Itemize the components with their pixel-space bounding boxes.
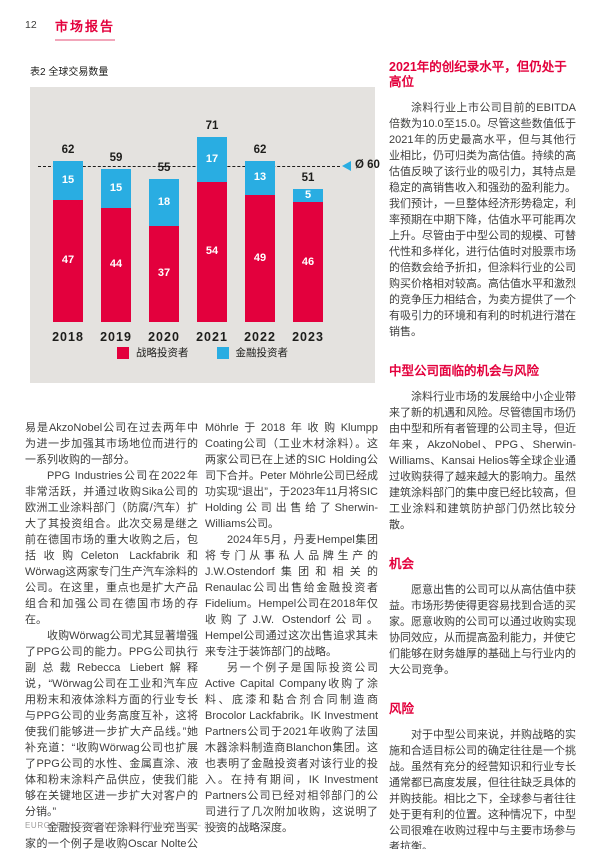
reference-line <box>38 166 340 167</box>
bar-total-label: 51 <box>301 172 315 185</box>
strategic-segment: 44 <box>101 207 131 322</box>
body-paragraph: 对于中型公司来说，并购战略的实施和合适目标公司的确定往往是一个挑战。虽然有充分的… <box>389 729 576 849</box>
year-label: 2021 <box>196 330 228 344</box>
legend-item: 战略投资者 <box>117 345 189 360</box>
year-label: 2018 <box>52 330 84 344</box>
global-transactions-chart: Ø 60 62 15 47 2018 59 15 44 2019 55 18 37 2020 71 17 54… <box>30 87 380 383</box>
body-paragraph: 收购Wörwag公司尤其显著增强了PPG公司的能力。PPG公司执行副总裁Rebe… <box>25 630 198 818</box>
body-paragraph: 2024年5月，丹麦Hempel集团将专门从事私人品牌生产的J.W.Ostend… <box>205 534 378 658</box>
column-middle: Möhrle于2018年收购Klumpp Coating公司（工业木材涂料）。这… <box>205 420 378 836</box>
section-heading: 中型公司面临的机会与风险 <box>389 364 540 378</box>
section-heading: 机会 <box>389 557 415 571</box>
financial-segment: 13 <box>245 160 275 195</box>
legend-swatch-icon <box>216 346 229 359</box>
year-label: 2020 <box>148 330 180 344</box>
financial-segment: 17 <box>197 137 227 182</box>
year-label: 2019 <box>100 330 132 344</box>
strategic-segment: 49 <box>245 194 275 322</box>
strategic-segment: 54 <box>197 181 227 322</box>
section-heading: 2021年的创纪录水平，但仍处于高位 <box>389 60 567 89</box>
body-paragraph: PPG Industries公司在2022年非常活跃，并通过收购Sika公司的欧… <box>25 470 198 626</box>
legend-item: 金融投资者 <box>216 345 289 360</box>
chart-caption: 表2 全球交易数量 <box>30 67 109 78</box>
financial-segment: 5 <box>293 189 323 203</box>
body-paragraph: 另一个例子是国际投资公司Active Capital Company收购了涂料、… <box>205 662 378 834</box>
financial-segment: 18 <box>149 179 179 226</box>
strategic-segment: 37 <box>149 225 179 322</box>
body-paragraph: 涂料行业上市公司目前的EBITDA倍数为10.0至15.0。尽管这些数值低于20… <box>389 102 576 338</box>
year-label: 2023 <box>292 330 324 344</box>
legend-swatch-icon <box>117 346 129 359</box>
section-heading: 风险 <box>389 702 415 716</box>
journal-footer: EUROPEAN COATINGS JOURNAL 07/08 – 2024 <box>25 821 225 830</box>
year-label: 2022 <box>244 330 276 344</box>
chart-legend: 战略投资者 金融投资者 <box>30 345 375 360</box>
body-paragraph: 金融投资者在涂料行业充当买家的一个例子是收购Oscar Nolte公司（家具行业… <box>25 822 198 849</box>
strategic-segment: 46 <box>293 202 323 322</box>
average-label: Ø 60 <box>355 159 380 171</box>
page-number: 12 <box>25 19 37 31</box>
body-paragraph: 易是AkzoNobel公司在过去两年中为进一步加强其市场地位而进行的一系列收购的… <box>25 422 198 466</box>
strategic-segment: 47 <box>53 199 83 322</box>
section-title-underline <box>55 39 115 41</box>
bar-total-label: 62 <box>61 143 75 156</box>
bar-total-label: 59 <box>109 151 123 164</box>
body-paragraph: 涂料行业市场的发展给中小企业带来了新的机遇和风险。尽管德国市场仍由中型和所有者管… <box>389 391 576 531</box>
bar-total-label: 55 <box>157 162 171 174</box>
column-right: 2021年的创纪录水平，但仍处于高位涂料行业上市公司目前的EBITDA倍数为10… <box>389 58 576 849</box>
legend-label: 金融投资者 <box>235 347 289 359</box>
financial-segment: 15 <box>101 168 131 208</box>
bar-total-label: 62 <box>253 143 267 156</box>
average-marker-icon <box>342 160 351 171</box>
body-paragraph: 愿意出售的公司可以从高估值中获益。市场形势使得更容易找到合适的买家。愿意收购的公… <box>389 584 576 676</box>
financial-segment: 15 <box>53 160 83 200</box>
bar-total-label: 71 <box>205 120 219 133</box>
body-paragraph: Möhrle于2018年收购Klumpp Coating公司（工业木材涂料）。这… <box>205 422 378 530</box>
column-left: 易是AkzoNobel公司在过去两年中为进一步加强其市场地位而进行的一系列收购的… <box>25 420 198 849</box>
section-title: 市场报告 <box>55 19 116 34</box>
legend-label: 战略投资者 <box>136 347 189 359</box>
